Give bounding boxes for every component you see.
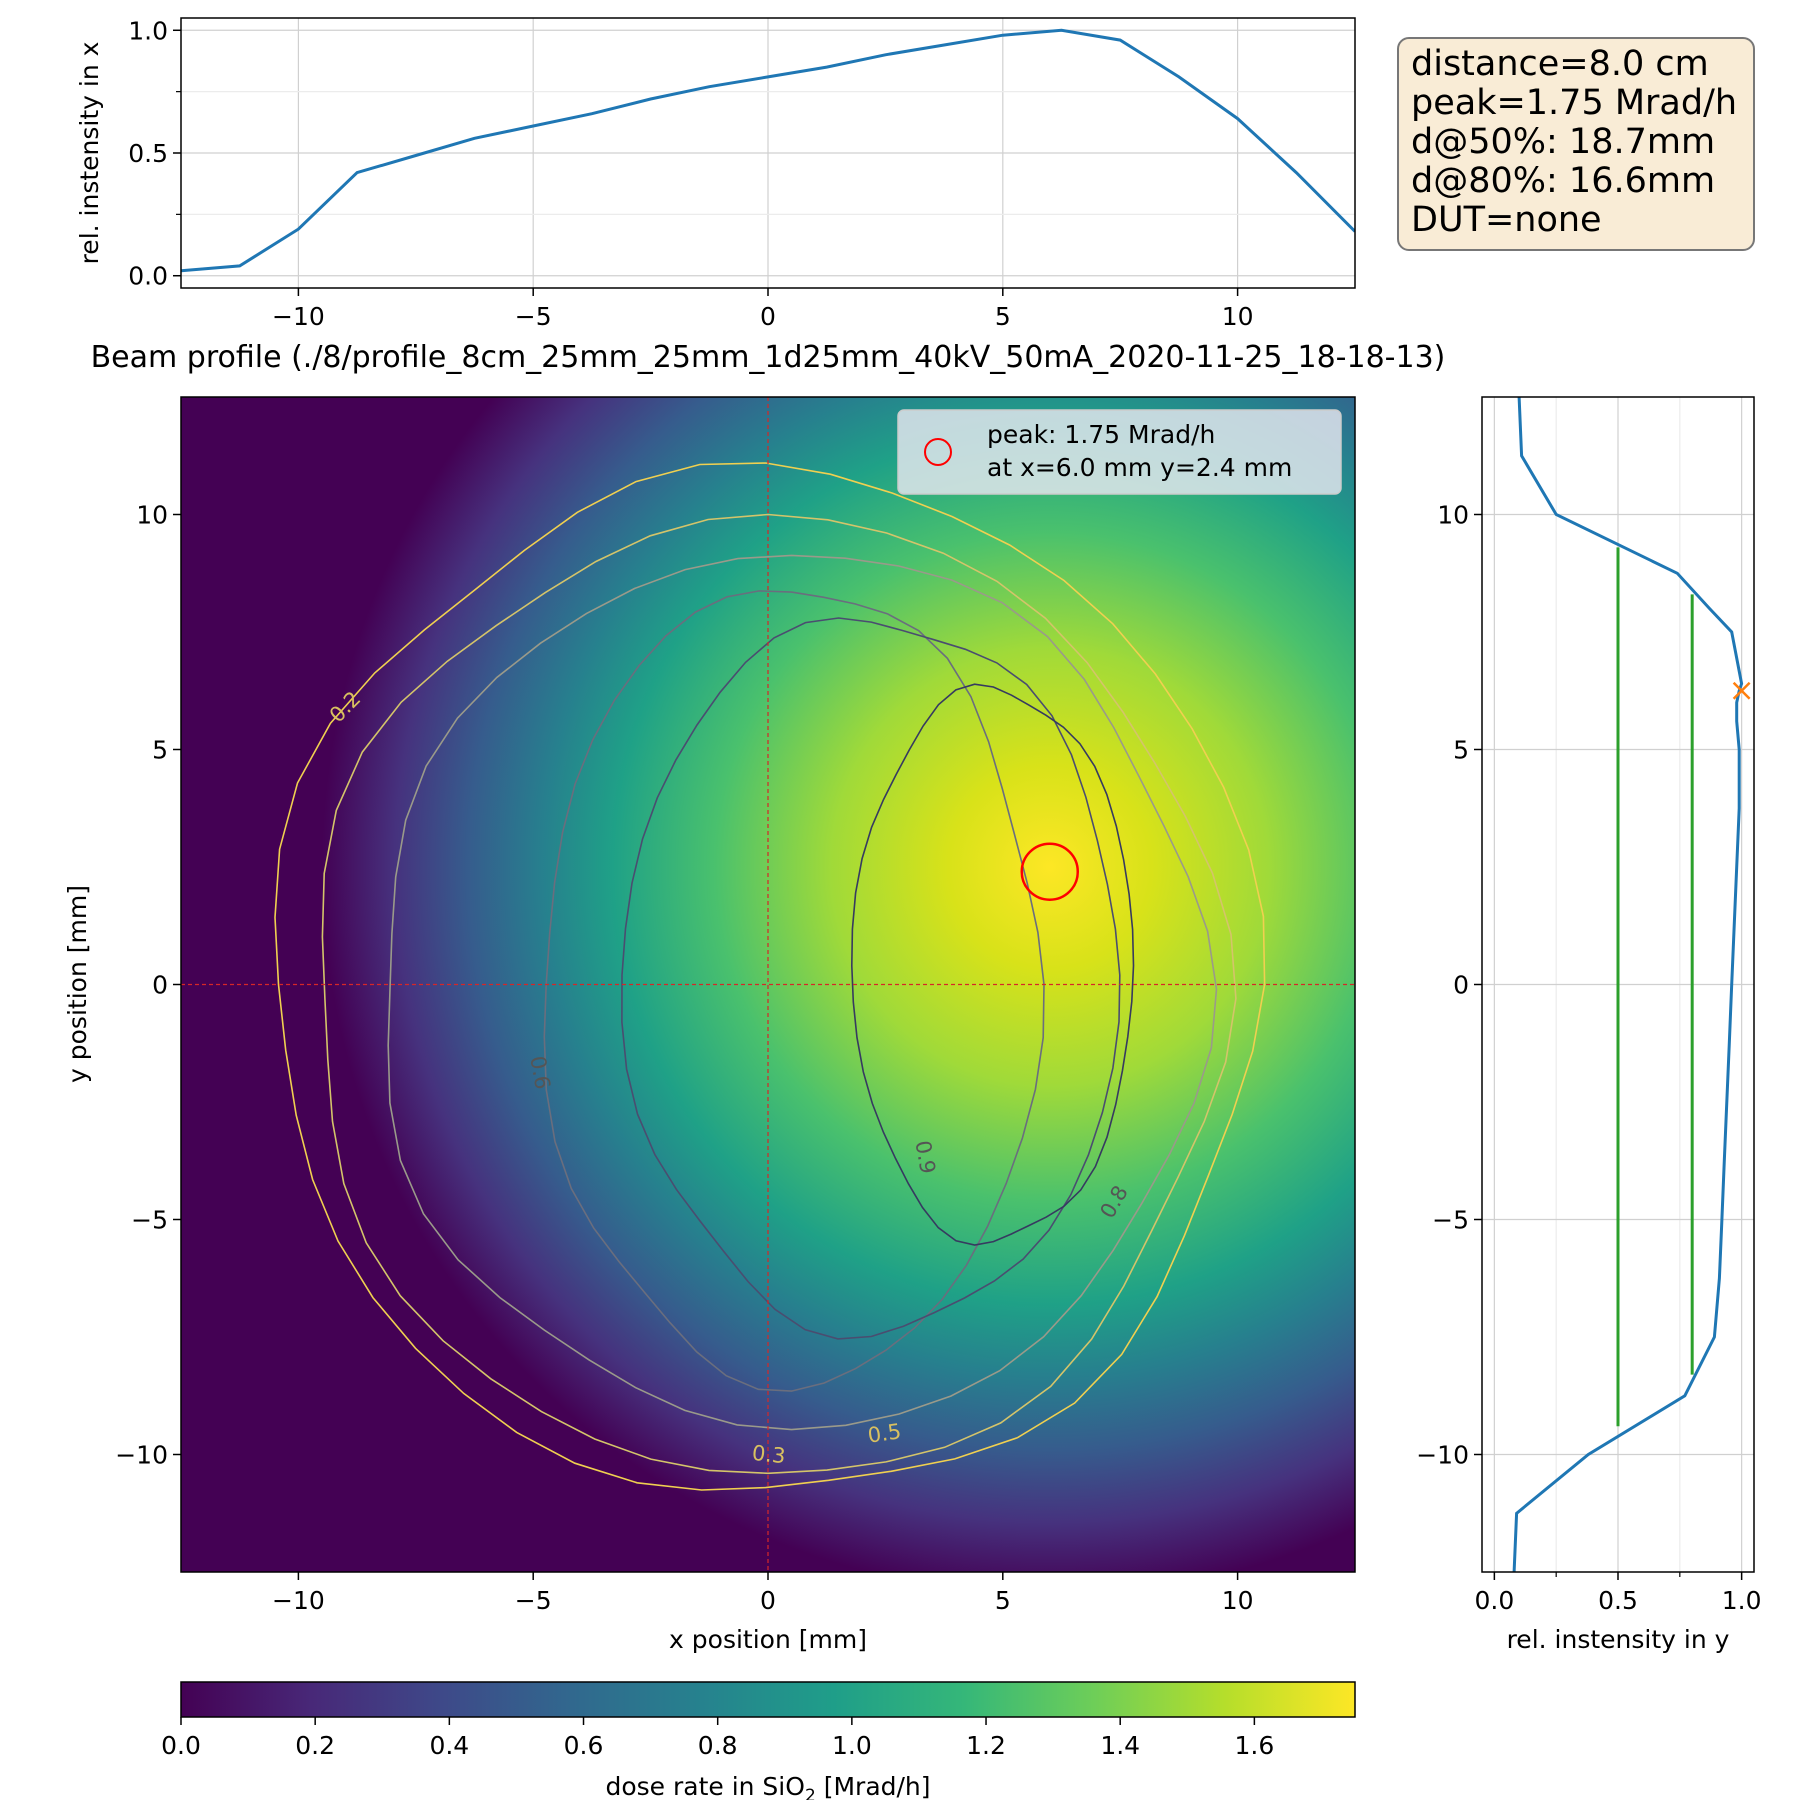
colorbar-tick-label-6: 1.2	[966, 1731, 1006, 1760]
colorbar-ticks: 0.0 0.2 0.4 0.6 0.8 1.0 1.2 1.4 1.6	[161, 1717, 1274, 1760]
heatmap-image	[181, 397, 1355, 1572]
figure-title: Beam profile (./8/profile_8cm_25mm_25mm_…	[91, 340, 1446, 375]
colorbar-tick-label-8: 1.6	[1234, 1731, 1274, 1760]
colorbar-tick-label-7: 1.4	[1100, 1731, 1140, 1760]
contour-0-8	[621, 617, 1121, 1340]
colorbar-tick-label-3: 0.6	[564, 1731, 604, 1760]
y-profile-threshold-lines	[1616, 547, 1694, 1427]
x-profile-xticks: −10 −5 0 5 10	[272, 288, 1254, 331]
legend-line-peak: peak: 1.75 Mrad/h	[987, 420, 1215, 449]
colorbar-tick-label-4: 0.8	[698, 1731, 738, 1760]
y-profile-ytick-label-3: 5	[1453, 736, 1469, 765]
x-profile-ytick-label-0: 0.0	[128, 262, 168, 291]
x-profile-ylabel: rel. instensity in x	[75, 42, 104, 265]
y-profile-xtick-label-1: 0.5	[1598, 1586, 1638, 1615]
contour-0-3	[321, 513, 1237, 1475]
heatmap-ytick-label-3: 5	[152, 736, 168, 765]
contour-0-2	[274, 462, 1266, 1491]
heatmap-ylabel: y position [mm]	[63, 885, 92, 1083]
x-profile-xtick-label-3: 5	[995, 302, 1011, 331]
heatmap-ytick-label-1: −5	[131, 1206, 168, 1235]
contour-label-5: 0.9	[910, 1139, 939, 1176]
info-peak: peak=1.75 Mrad/h	[1411, 83, 1737, 123]
heatmap-legend: peak: 1.75 Mrad/h at x=6.0 mm y=2.4 mm	[897, 409, 1342, 495]
heatmap-xlabel: x position [mm]	[669, 1625, 867, 1654]
contour-label-1: 0.3	[751, 1441, 787, 1468]
colorbar-label-main: dose rate in SiO	[605, 1772, 804, 1800]
colorbar-tick-label-5: 1.0	[832, 1731, 872, 1760]
x-profile-yticks: 0.0 0.5 1.0	[128, 16, 181, 291]
colorbar-tick-label-0: 0.0	[161, 1731, 201, 1760]
x-profile-xtick-label-2: 0	[760, 302, 776, 331]
heatmap-xtick-label-3: 5	[995, 1586, 1011, 1615]
colorbar-label-sub: 2	[805, 1786, 816, 1800]
y-profile-ytick-label-1: −5	[1432, 1206, 1469, 1235]
y-profile-yticks: −10 −5 0 5 10	[1416, 501, 1482, 1470]
colorbar-label-suffix: [Mrad/h]	[816, 1772, 931, 1800]
x-profile-ytick-label-1: 0.5	[128, 139, 168, 168]
heatmap-xticks: −10 −5 0 5 10	[272, 1572, 1254, 1615]
colorbar: 0.0 0.2 0.4 0.6 0.8 1.0 1.2 1.4 1.6 dose rate in…	[161, 1681, 1356, 1800]
y-profile-ytick-label-2: 0	[1453, 971, 1469, 1000]
heatmap-ytick-label-0: −10	[115, 1441, 168, 1470]
contour-label-3: 0.6	[525, 1054, 554, 1091]
x-profile-xtick-label-0: −10	[272, 302, 325, 331]
colorbar-image	[180, 1681, 1356, 1718]
info-box-background	[1397, 37, 1755, 251]
y-profile-xtick-label-0: 0.0	[1474, 1586, 1514, 1615]
colorbar-tick-label-2: 0.4	[429, 1731, 469, 1760]
info-distance: distance=8.0 cm	[1411, 44, 1709, 84]
legend-peak-marker	[924, 438, 952, 466]
y-profile-ytick-label-0: −10	[1416, 1441, 1469, 1470]
y-profile-ytick-label-4: 10	[1437, 501, 1469, 530]
heatmap-ytick-label-2: 0	[152, 971, 168, 1000]
contour-0-5	[387, 554, 1218, 1431]
colorbar-label: dose rate in SiO2 [Mrad/h]	[605, 1772, 930, 1800]
heatmap-xtick-label-4: 10	[1222, 1586, 1254, 1615]
y-profile-line	[1512, 397, 1744, 1572]
x-profile-xtick-label-4: 10	[1222, 302, 1254, 331]
heatmap-xtick-label-0: −10	[272, 1586, 325, 1615]
x-profile-line	[181, 28, 1355, 273]
x-profile-xtick-label-1: −5	[515, 302, 552, 331]
contour-0-9	[850, 683, 1135, 1246]
y-profile-axes: 0.0 0.5 1.0 −10 −5 0 5 10 rel. instensity in y	[1416, 396, 1762, 1654]
heatmap-ytick-label-4: 10	[136, 501, 168, 530]
info-box: distance=8.0 cm peak=1.75 Mrad/h d@50%: …	[1397, 37, 1755, 251]
y-profile-marker-x	[1732, 681, 1751, 700]
y-profile-peak-marker	[1732, 681, 1751, 700]
contour-label-2: 0.5	[866, 1419, 902, 1447]
peak-marker	[1020, 842, 1080, 901]
heatmap-xtick-label-2: 0	[760, 1586, 776, 1615]
legend-line-position: at x=6.0 mm y=2.4 mm	[987, 453, 1292, 482]
x-profile-ytick-label-2: 1.0	[128, 16, 168, 45]
x-profile-axes: −10 −5 0 5 10 0.0 0.5 1.0 rel. instensity in x	[75, 16, 1356, 331]
colorbar-tick-label-1: 0.2	[295, 1731, 335, 1760]
y-profile-xlabel: rel. instensity in y	[1507, 1625, 1730, 1654]
x-profile-grid	[181, 18, 1355, 288]
y-profile-xtick-label-2: 1.0	[1722, 1586, 1762, 1615]
info-d80: d@80%: 16.6mm	[1411, 161, 1715, 201]
info-d50: d@50%: 18.7mm	[1411, 122, 1715, 162]
y-profile-xticks: 0.0 0.5 1.0	[1474, 1572, 1762, 1615]
legend-background	[897, 409, 1342, 495]
heatmap-xtick-label-1: −5	[515, 1586, 552, 1615]
heatmap-yticks: −10 −5 0 5 10	[115, 501, 181, 1470]
info-dut: DUT=none	[1411, 200, 1602, 240]
heatmap-contours	[274, 462, 1266, 1491]
